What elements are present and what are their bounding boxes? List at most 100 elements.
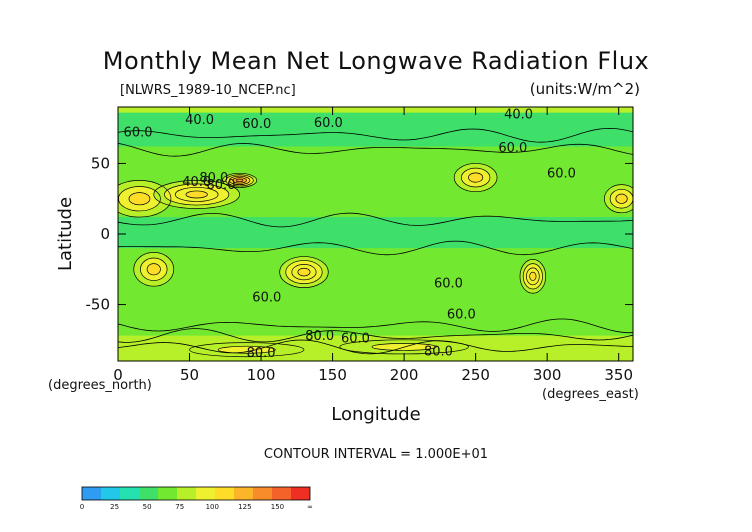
- contour-line: [222, 172, 258, 188]
- contour-line: [118, 339, 633, 355]
- flux-hotspot-level: [218, 346, 276, 354]
- contour-line: [118, 328, 633, 343]
- contour-labels: 60.040.0 60.040.060.060.060.080.080.040.0…: [124, 107, 576, 360]
- colorbar-tick-label: 0: [80, 503, 84, 511]
- colorbar-swatch: [291, 487, 310, 500]
- contour-line: [225, 174, 254, 187]
- colorbar-swatch: [177, 487, 196, 500]
- colorbar-tick-label: 100: [206, 503, 219, 511]
- contour-line-layer: [118, 127, 633, 358]
- contour-label: 40.0: [504, 107, 533, 122]
- colorbar-tick-label: 150: [271, 503, 284, 511]
- contour-label: 60.0: [124, 126, 153, 141]
- flux-fill-layer: [118, 107, 633, 361]
- contour-label: 80.0: [207, 178, 236, 193]
- contour-label: 40.0: [182, 175, 211, 190]
- y-unit-label: (degrees_north): [48, 378, 152, 393]
- colorbar-tick-label: ∞: [307, 503, 313, 511]
- contour-label: 40.0: [185, 113, 214, 128]
- y-axis: 50 0 -50: [86, 154, 633, 314]
- colorbar-swatch: [158, 487, 177, 500]
- colorbar-swatch: [101, 487, 120, 500]
- contour-line: [453, 163, 498, 193]
- colorbar-swatch: [215, 487, 234, 500]
- flux-band: [118, 112, 633, 147]
- colorbar-swatch: [234, 487, 253, 500]
- contour-label: 60.0: [341, 332, 370, 347]
- contour-line: [118, 318, 633, 334]
- x-tick-label: 250: [461, 366, 490, 384]
- flux-hotspot-level: [128, 192, 150, 205]
- contour-line: [297, 267, 311, 277]
- contour-line: [118, 240, 633, 256]
- contour-line: [189, 342, 305, 358]
- flux-hotspot-level: [529, 272, 537, 281]
- plot-area: [118, 107, 633, 361]
- colorbar-swatch: [120, 487, 139, 500]
- x-unit-label: (degrees_east): [542, 387, 639, 402]
- contour-line: [118, 142, 633, 157]
- y-axis-title: Latitude: [55, 197, 76, 271]
- contour-label: 80.0: [247, 346, 276, 361]
- contour-line: [519, 259, 547, 294]
- contour-label: 60.0: [447, 308, 476, 323]
- contour-line: [153, 180, 240, 209]
- contour-line: [279, 256, 329, 288]
- contour-interval-note: CONTOUR INTERVAL = 1.000E+01: [264, 447, 488, 462]
- contour-label: 80.0: [199, 171, 228, 186]
- contour-label: 60.0: [498, 141, 527, 156]
- colorbar-tick-label: 75: [175, 503, 184, 511]
- source-file-label: [NLWRS_1989-10_NCEP.nc]: [120, 83, 296, 98]
- colorbar-swatch: [82, 487, 101, 500]
- colorbar-swatch: [139, 487, 158, 500]
- contour-line: [460, 167, 491, 188]
- x-tick-label: 200: [390, 366, 419, 384]
- contour-line: [128, 192, 151, 206]
- contour-label: 60.0: [434, 277, 463, 292]
- contour-line: [291, 263, 317, 281]
- colorbar-tick-label: 50: [143, 503, 152, 511]
- contour-line: [133, 251, 175, 287]
- flux-hotspot-level: [615, 194, 628, 204]
- contour-line: [118, 127, 633, 143]
- colorbar-tick-label: 25: [110, 503, 119, 511]
- contour-line: [118, 180, 172, 218]
- contour-line: [371, 343, 437, 351]
- x-axis-title: Longitude: [331, 404, 421, 425]
- flux-hotspot-level: [185, 190, 208, 199]
- colorbar-swatch: [272, 487, 291, 500]
- contour-line: [526, 267, 540, 286]
- chart-title: Monthly Mean Net Longwave Radiation Flux: [103, 47, 649, 75]
- x-tick-label: 50: [180, 366, 199, 384]
- y-tick-label: 0: [100, 225, 110, 243]
- x-tick-label: 300: [533, 366, 562, 384]
- x-tick-label: 100: [247, 366, 276, 384]
- contour-line: [232, 177, 247, 184]
- contour-label: 60.0: [547, 167, 576, 182]
- colorbar-frame: [81, 486, 311, 501]
- flux-hotspot-level: [297, 268, 311, 276]
- contour-line: [285, 260, 323, 285]
- contour-line: [235, 178, 244, 183]
- x-tick-label: 150: [318, 366, 347, 384]
- y-tick-label: -50: [86, 296, 111, 314]
- colorbar-tick-label: 125: [238, 503, 251, 511]
- x-axis: 0 50 100 150 200 250 300 350: [113, 107, 633, 384]
- contour-line: [146, 263, 161, 276]
- contour-line: [118, 212, 633, 228]
- colorbar-swatch: [253, 487, 272, 500]
- flux-hotspot-level: [147, 263, 161, 275]
- contour-line: [217, 345, 276, 354]
- flux-hotspot-level: [236, 178, 244, 182]
- contour-label: 80.0: [305, 329, 334, 344]
- contour-line: [529, 271, 537, 281]
- contour-line: [185, 190, 208, 199]
- contour-line: [228, 175, 251, 185]
- flux-band: [118, 217, 633, 249]
- y-tick-label: 50: [91, 154, 110, 172]
- contour-label: 60.0: [252, 291, 281, 306]
- contour-label: 60.0: [242, 117, 271, 132]
- contour-line: [164, 183, 230, 206]
- contour-line: [604, 184, 633, 214]
